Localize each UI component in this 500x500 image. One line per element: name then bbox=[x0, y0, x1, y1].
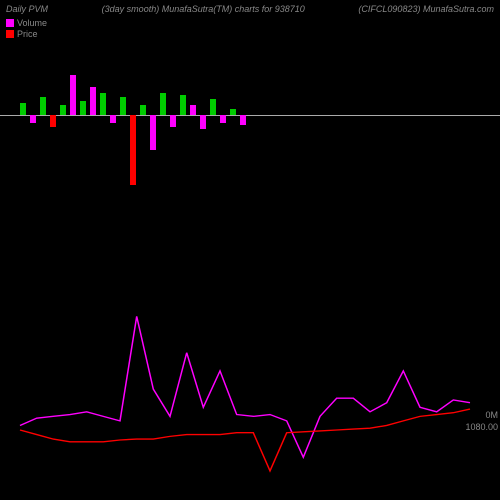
chart-bar bbox=[50, 115, 56, 127]
chart-bar bbox=[150, 115, 156, 150]
chart-bar bbox=[20, 103, 26, 115]
chart-bar bbox=[160, 93, 166, 115]
chart-bar bbox=[190, 105, 196, 115]
chart-bar bbox=[220, 115, 226, 123]
legend-swatch bbox=[6, 19, 14, 27]
chart-bar bbox=[230, 109, 236, 115]
volume-line bbox=[20, 316, 470, 457]
chart-bar bbox=[180, 95, 186, 115]
axis-label: 1080.00 bbox=[465, 422, 498, 432]
chart-bar bbox=[30, 115, 36, 123]
chart-bar bbox=[60, 105, 66, 115]
chart-bar bbox=[80, 101, 86, 115]
chart-bar bbox=[70, 75, 76, 115]
chart-bar bbox=[40, 97, 46, 115]
chart-bar bbox=[210, 99, 216, 115]
chart-bar bbox=[120, 97, 126, 115]
bar-chart-region bbox=[20, 0, 470, 260]
chart-bar bbox=[170, 115, 176, 127]
legend-swatch bbox=[6, 30, 14, 38]
chart-bar bbox=[140, 105, 146, 115]
price-line bbox=[20, 409, 470, 471]
line-chart-region bbox=[20, 280, 470, 480]
chart-bar bbox=[130, 115, 136, 185]
chart-bar bbox=[90, 87, 96, 115]
chart-bar bbox=[100, 93, 106, 115]
axis-label: 0M bbox=[485, 410, 498, 420]
chart-bar bbox=[240, 115, 246, 125]
chart-bar bbox=[200, 115, 206, 129]
chart-bar bbox=[110, 115, 116, 123]
